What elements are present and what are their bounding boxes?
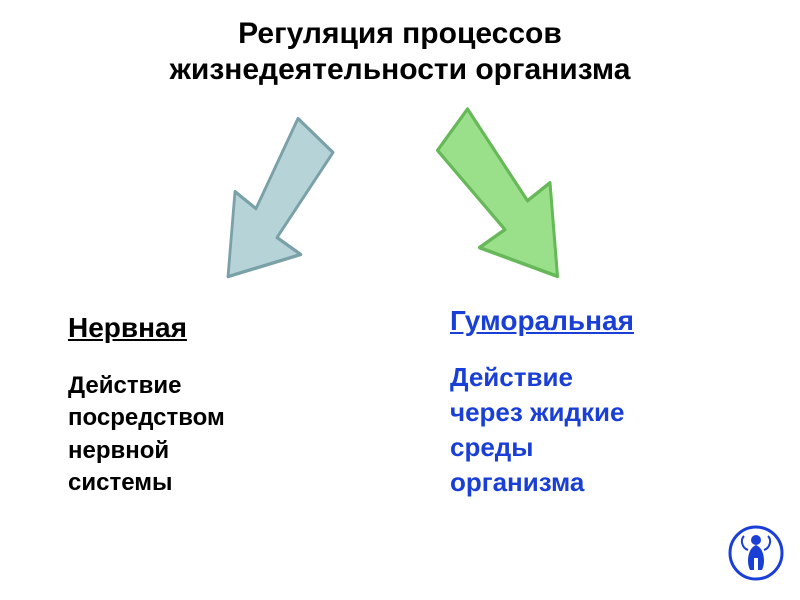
branch-right-body: Действиечерез жидкиесредыорганизма [450,360,750,500]
title-line2: жизнедеятельности организма [0,52,800,88]
branch-left-heading: Нервная [68,312,187,344]
branch-body-line: нервной [68,435,328,467]
branch-body-line: системы [68,467,328,499]
branch-body-line: организма [450,465,750,500]
branch-body-line: через жидкие [450,395,750,430]
arrow-left-shape [228,119,333,277]
branch-body-line: Действие [450,360,750,395]
logo-figure-icon [742,535,770,570]
branch-body-line: среды [450,430,750,465]
branch-left-body: Действиепосредствомнервнойсистемы [68,370,328,500]
diagram-title: Регуляция процессов жизнедеятельности ор… [0,16,800,88]
branch-body-line: Действие [68,370,328,402]
branch-right-heading: Гуморальная [450,305,634,337]
arrow-right [430,100,580,280]
branch-body-line: посредством [68,402,328,434]
arrow-left [200,110,340,280]
arrow-right-shape [438,109,558,276]
institution-logo-icon [726,518,786,588]
title-line1: Регуляция процессов [0,16,800,52]
